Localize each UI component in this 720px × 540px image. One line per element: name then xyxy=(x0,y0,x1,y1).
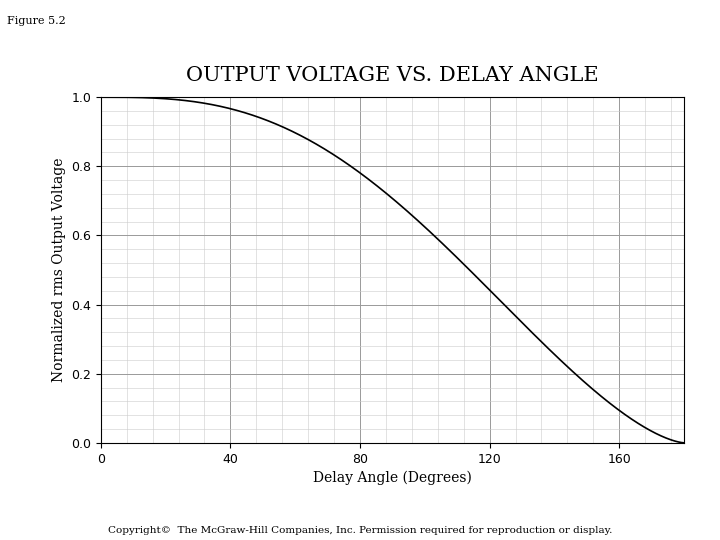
Text: Copyright©  The McGraw-Hill Companies, Inc. Permission required for reproduction: Copyright© The McGraw-Hill Companies, In… xyxy=(108,525,612,535)
X-axis label: Delay Angle (Degrees): Delay Angle (Degrees) xyxy=(313,471,472,485)
Text: Figure 5.2: Figure 5.2 xyxy=(7,16,66,26)
Title: OUTPUT VOLTAGE VS. DELAY ANGLE: OUTPUT VOLTAGE VS. DELAY ANGLE xyxy=(186,65,599,85)
Y-axis label: Normalized rms Output Voltage: Normalized rms Output Voltage xyxy=(52,158,66,382)
